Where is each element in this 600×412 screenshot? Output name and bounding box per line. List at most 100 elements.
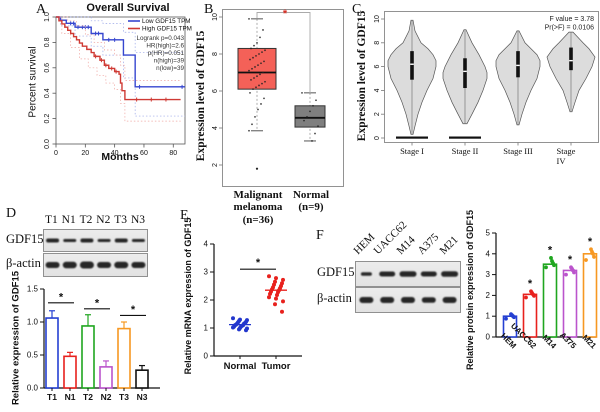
tick-label: 10	[212, 13, 219, 21]
box-ylabel: Expression level of GDF15	[195, 30, 207, 162]
data-point	[314, 132, 316, 135]
tick-label: 3	[204, 268, 209, 277]
sig-star: *	[528, 278, 533, 290]
bar	[135, 369, 149, 389]
data-point	[275, 292, 279, 297]
tick-label: 10	[374, 15, 381, 23]
data-point	[262, 71, 264, 74]
category-label: Normal	[224, 361, 257, 372]
data-point	[260, 62, 262, 65]
data-point	[260, 103, 262, 105]
data-point	[248, 129, 250, 132]
blot-d-gdf15	[43, 229, 148, 252]
stat-label: n(high)=39	[154, 58, 185, 65]
scatter-plot: 0 1 2 3 4 Normal Tumor *	[204, 240, 302, 372]
sig-bracket	[256, 12, 311, 93]
blot-band	[401, 297, 415, 303]
data-point	[306, 116, 308, 118]
data-point	[267, 274, 271, 279]
data-point	[231, 325, 235, 330]
data-point	[259, 36, 261, 39]
data-point	[281, 299, 285, 304]
stage-label-1: Stage I	[400, 146, 424, 156]
stage-label-2: Stage II	[451, 146, 479, 156]
data-point	[267, 295, 271, 300]
data-point	[231, 316, 235, 321]
data-point	[249, 58, 251, 61]
lane-label: N1	[61, 214, 76, 226]
blot-band	[131, 262, 146, 268]
box-group-label-malignant: Malignant melanoma (n=36)	[233, 189, 283, 226]
data-point	[569, 265, 573, 270]
panel-letter-c: C	[352, 2, 362, 17]
sig-star: *	[283, 8, 288, 20]
blot-band	[380, 297, 395, 303]
blot-d-lane-labels: T1 N1 T2 N2 T3 N3	[43, 214, 147, 226]
data-point	[550, 259, 554, 263]
data-point	[274, 276, 278, 281]
data-point	[273, 302, 277, 307]
tick-label: 0.5	[27, 351, 39, 360]
blot-band	[114, 261, 129, 269]
panel-letter-d: D	[6, 206, 17, 221]
km-title: Overall Survival	[86, 2, 170, 14]
category-label: N1	[65, 392, 76, 402]
data-point	[257, 64, 259, 66]
tick-label: 3	[486, 270, 491, 279]
legend-label: Low GDF15 TPM	[142, 18, 191, 25]
sig-star: *	[568, 254, 573, 266]
category-label: T1	[47, 392, 57, 402]
violin-box	[410, 51, 414, 80]
km-xlabel: Months	[101, 151, 139, 163]
data-point	[584, 258, 588, 262]
data-point	[248, 69, 250, 72]
blot-d-row-label-gdf15: GDF15	[6, 232, 44, 246]
tick-label: 20	[81, 150, 89, 157]
stat-label: Logrank p=0.043	[137, 35, 185, 42]
data-point	[258, 84, 260, 87]
data-point	[237, 327, 241, 332]
data-point	[254, 116, 256, 118]
blot-d-row-label-actin: β-actin	[6, 256, 41, 270]
data-point	[244, 328, 248, 333]
bar	[562, 269, 578, 338]
lane-label: T1	[44, 214, 58, 226]
data-point	[252, 56, 254, 59]
tick-label: 1.0	[44, 12, 51, 22]
panel-letter-b: B	[204, 2, 214, 17]
tick-label: 80	[169, 150, 177, 157]
tick-label: 8	[374, 41, 381, 45]
blot-band	[420, 271, 437, 277]
blot-band	[80, 238, 94, 243]
data-point	[254, 66, 256, 68]
blot-band	[46, 238, 60, 243]
scatter-ylabel: Relative mRNA expression of GDF15	[183, 217, 193, 375]
violin-box	[463, 58, 467, 89]
stage-label-4: Stage IV	[556, 146, 576, 166]
box	[294, 105, 326, 128]
ci-line	[56, 16, 181, 81]
data-point	[592, 255, 596, 259]
violin-box	[516, 51, 520, 78]
sig-star: *	[131, 304, 136, 316]
panel-letter-a: A	[36, 2, 47, 17]
blot-d-actin	[43, 253, 148, 277]
panel-letter-f: F	[316, 228, 324, 243]
data-point	[249, 91, 251, 94]
blot-band	[79, 261, 94, 269]
tick-label: 0.4	[44, 88, 51, 98]
data-point	[255, 54, 257, 57]
data-point	[256, 75, 258, 78]
data-point	[315, 99, 317, 102]
tick-label: 0.8	[44, 37, 51, 47]
data-point	[263, 60, 265, 63]
tick-label: 4	[204, 240, 209, 249]
stat-label: HR(high)=2.6	[146, 43, 184, 50]
legend-label: High GDF15 TPM	[142, 26, 192, 33]
data-point	[263, 97, 265, 100]
violin-box	[569, 47, 573, 71]
tick-label: 1.0	[27, 318, 39, 327]
blot-band	[97, 262, 112, 268]
